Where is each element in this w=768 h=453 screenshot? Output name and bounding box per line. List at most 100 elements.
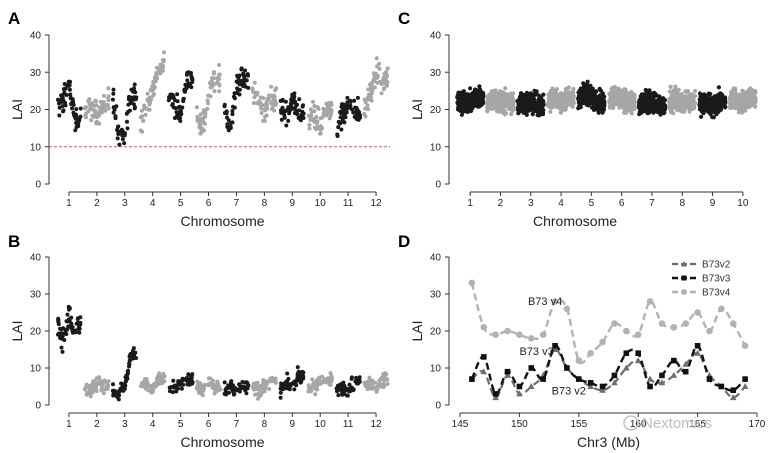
chromosome-points-1	[455, 84, 486, 117]
data-point	[58, 335, 63, 340]
data-point	[198, 112, 203, 117]
data-point	[110, 97, 115, 102]
data-point	[230, 109, 235, 113]
data-point	[717, 105, 722, 111]
y-tick-label: 10	[430, 364, 442, 375]
data-point	[627, 99, 632, 104]
data-point	[540, 112, 546, 117]
data-point	[591, 105, 596, 110]
x-tick-label: 4	[150, 419, 156, 430]
data-point	[366, 87, 371, 92]
data-point	[312, 104, 317, 109]
data-point	[468, 279, 476, 287]
data-point	[329, 108, 334, 112]
data-point	[495, 95, 500, 100]
data-point	[481, 91, 486, 96]
data-point	[279, 381, 284, 386]
chromosome-points-2	[485, 86, 516, 117]
data-point	[739, 110, 745, 115]
data-point	[186, 372, 191, 377]
data-point	[355, 381, 360, 386]
data-point	[329, 374, 334, 379]
x-tick-label: 10	[737, 198, 749, 209]
data-point	[183, 82, 188, 87]
data-point	[317, 375, 322, 380]
data-point	[319, 379, 324, 384]
data-point	[133, 90, 138, 95]
data-point	[300, 104, 305, 109]
data-point	[708, 91, 713, 97]
data-point	[128, 354, 133, 359]
data-point	[159, 374, 164, 379]
x-tick-label: 11	[343, 198, 354, 209]
data-point	[215, 76, 220, 81]
data-point	[235, 91, 240, 95]
data-point	[307, 387, 312, 392]
data-point	[504, 371, 511, 378]
data-point	[210, 378, 215, 383]
legend-marker	[681, 261, 687, 267]
data-point	[241, 84, 246, 88]
data-point	[587, 383, 594, 389]
series-B73v3	[469, 343, 748, 397]
data-point	[318, 131, 323, 136]
legend-marker	[681, 289, 687, 295]
data-point	[62, 90, 67, 95]
data-point	[77, 117, 82, 121]
data-point	[289, 103, 294, 107]
data-point	[650, 102, 656, 107]
data-point	[314, 115, 319, 119]
data-point	[634, 331, 642, 339]
data-point	[338, 120, 343, 125]
data-point	[471, 92, 476, 97]
chromosome-points-3	[110, 82, 139, 147]
data-point	[252, 95, 257, 100]
data-point	[537, 96, 542, 101]
data-point	[623, 364, 630, 371]
data-point	[668, 84, 673, 89]
data-point	[504, 368, 511, 375]
data-point	[576, 376, 582, 382]
data-point	[706, 327, 713, 335]
data-point	[342, 112, 347, 116]
data-point	[674, 88, 680, 93]
data-point	[301, 374, 306, 379]
data-point	[269, 377, 274, 382]
data-point	[678, 100, 683, 105]
x-tick-label: 5	[178, 198, 184, 209]
data-point	[206, 382, 211, 387]
data-point	[126, 102, 131, 107]
data-point	[112, 107, 117, 112]
data-point	[154, 383, 159, 387]
data-point	[266, 97, 271, 102]
data-point	[720, 94, 725, 99]
data-point	[381, 374, 386, 379]
data-point	[297, 97, 302, 102]
data-point	[498, 98, 503, 103]
data-point	[373, 71, 378, 76]
data-point	[309, 113, 314, 118]
data-point	[623, 327, 630, 335]
x-tick-label: 9	[710, 198, 716, 209]
data-point	[750, 97, 755, 102]
data-point	[67, 87, 72, 92]
data-point	[252, 80, 257, 85]
data-point	[354, 377, 359, 382]
data-point	[471, 99, 476, 104]
data-point	[367, 379, 372, 384]
data-point	[741, 383, 749, 389]
y-tick-label: 40	[30, 253, 42, 264]
data-point	[689, 103, 694, 108]
data-point	[236, 75, 241, 80]
data-point	[611, 320, 618, 327]
data-point	[571, 86, 576, 92]
data-point	[99, 385, 104, 390]
data-point	[477, 84, 482, 89]
data-point	[186, 379, 191, 384]
data-point	[231, 104, 235, 109]
data-point	[256, 386, 261, 391]
data-point	[208, 94, 213, 99]
data-point	[369, 88, 374, 93]
data-point	[228, 124, 233, 129]
data-point	[599, 338, 606, 346]
